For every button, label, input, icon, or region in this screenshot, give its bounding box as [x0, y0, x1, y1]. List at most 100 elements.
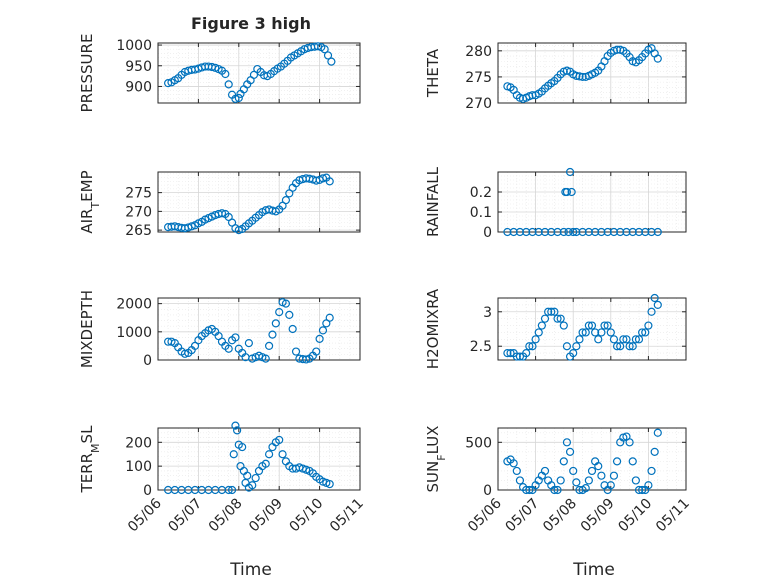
- data-point: [553, 485, 562, 495]
- y-tick-label: 100: [125, 459, 152, 475]
- data-point: [641, 227, 650, 237]
- data-point: [525, 342, 534, 351]
- data-point: [327, 57, 336, 66]
- data-point: [525, 485, 534, 495]
- data-point: [281, 299, 291, 308]
- data-point: [619, 335, 628, 344]
- data-point: [581, 328, 590, 337]
- data-point: [647, 227, 656, 237]
- data-point: [569, 349, 578, 358]
- data-point: [531, 335, 540, 344]
- data-point: [597, 227, 606, 237]
- data-point: [562, 187, 572, 197]
- data-point: [522, 349, 531, 358]
- data-point: [644, 481, 653, 490]
- data-point: [572, 227, 581, 237]
- y-axis-label: AIRTEMP: [78, 170, 102, 233]
- data-point: [248, 481, 257, 490]
- data-point: [320, 45, 329, 54]
- data-point: [291, 347, 301, 356]
- data-point: [616, 342, 625, 351]
- data-point: [265, 450, 274, 459]
- y-tick-label: 0: [143, 353, 152, 369]
- data-point: [572, 342, 581, 351]
- data-point: [584, 476, 593, 485]
- data-point: [231, 421, 240, 430]
- data-point: [567, 187, 576, 197]
- data-point: [281, 196, 291, 205]
- data-point: [231, 94, 240, 103]
- data-point: [556, 314, 565, 323]
- data-point: [540, 314, 550, 323]
- axes-box: [157, 427, 361, 491]
- axes-box: [497, 297, 687, 361]
- data-point: [641, 328, 650, 337]
- data-point: [584, 227, 593, 237]
- y-tick-label: 1000: [116, 325, 152, 341]
- data-point: [612, 457, 622, 466]
- axes-box: [497, 427, 687, 491]
- data-point: [224, 485, 233, 495]
- data-point: [647, 307, 656, 316]
- data-point: [562, 438, 572, 447]
- data-point: [313, 42, 323, 51]
- data-point: [569, 466, 578, 476]
- data-point: [302, 355, 311, 364]
- y-tick-label: 265: [125, 223, 152, 239]
- y-tick-label: 270: [465, 96, 492, 112]
- data-point: [540, 466, 550, 476]
- y-tick-label: 3: [483, 305, 492, 321]
- data-point: [591, 227, 600, 237]
- axes-box: [497, 42, 687, 104]
- subplot-air-temp: 265 270 275 AIRTEMP: [78, 170, 361, 239]
- data-point: [509, 459, 518, 468]
- data-point: [606, 481, 615, 490]
- data-point: [229, 450, 238, 459]
- data-point: [509, 227, 518, 237]
- data-point: [616, 227, 625, 237]
- data-point: [559, 457, 568, 466]
- data-point: [634, 485, 644, 495]
- data-point: [522, 485, 531, 495]
- subplot-theta: 270 275 280 THETA: [424, 42, 687, 112]
- data-point: [565, 167, 575, 177]
- data-point: [625, 438, 634, 447]
- data-point: [597, 471, 606, 480]
- data-point: [224, 80, 233, 89]
- figure-title: Figure 3 high: [191, 14, 311, 33]
- data-point: [534, 227, 543, 237]
- data-point: [653, 428, 662, 437]
- y-tick-label: 275: [465, 70, 492, 86]
- data-point: [275, 435, 284, 445]
- y-tick-label: 270: [125, 204, 152, 220]
- data-point: [612, 342, 622, 351]
- data-point: [625, 342, 634, 351]
- y-tick-label: 200: [125, 435, 152, 451]
- data-point: [556, 476, 565, 485]
- data-point: [550, 485, 559, 495]
- data-point: [512, 466, 521, 476]
- data-point: [261, 354, 270, 363]
- data-point: [515, 227, 525, 237]
- data-point: [653, 227, 662, 237]
- data-point: [544, 307, 553, 316]
- data-point: [553, 314, 562, 323]
- data-point: [647, 466, 656, 476]
- data-point: [506, 349, 515, 358]
- data-point: [578, 328, 587, 337]
- data-point: [323, 51, 333, 60]
- data-point: [572, 71, 581, 80]
- y-tick-label: 950: [125, 59, 152, 75]
- subplot-pressure: 900 950 1000 PRESSURE: [78, 34, 361, 112]
- data-point: [224, 344, 233, 353]
- data-point: [325, 177, 334, 186]
- data-point: [234, 226, 243, 235]
- data-point: [622, 335, 631, 344]
- data-point: [603, 227, 612, 237]
- data-point: [547, 227, 556, 237]
- data-point: [587, 321, 597, 330]
- y-tick-label: 275: [125, 186, 152, 202]
- data-point: [265, 341, 274, 351]
